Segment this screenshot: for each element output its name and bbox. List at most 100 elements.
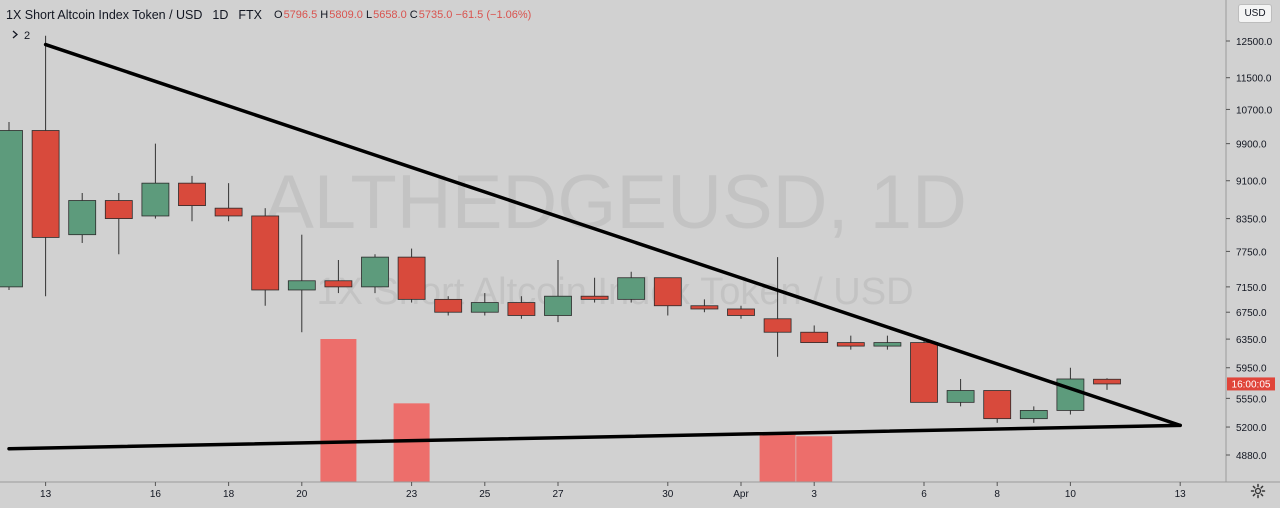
candle-body <box>1019 410 1048 420</box>
exchange: FTX <box>238 8 262 22</box>
time-tick-label: 13 <box>40 489 52 500</box>
candle <box>580 277 609 303</box>
candle <box>214 183 243 222</box>
volume-bars <box>320 339 833 482</box>
trendline[interactable] <box>43 42 1182 428</box>
candle <box>141 143 170 219</box>
watermark-ticker: ALTHEDGEUSD, 1D <box>263 160 967 245</box>
volume-bar <box>320 339 357 482</box>
candle <box>178 175 206 222</box>
trendlines[interactable] <box>7 42 1182 451</box>
symbol-name[interactable]: 1X Short Altcoin Index Token / USD <box>6 8 203 22</box>
price-tick-label: 7750.0 <box>1236 247 1267 258</box>
price-tick-label: 9900.0 <box>1236 140 1267 151</box>
candle-body <box>0 130 23 288</box>
open-value: 5796.5 <box>283 9 318 21</box>
candle <box>836 335 865 350</box>
candle-body <box>946 390 975 403</box>
candle-body <box>361 256 389 288</box>
candle <box>104 192 133 255</box>
candle-body <box>287 280 316 291</box>
indicator-toggle[interactable]: 2 <box>8 28 34 44</box>
candle-body <box>178 182 206 207</box>
time-tick-label: 8 <box>994 489 1000 500</box>
time-axis[interactable]: 13 16 18 20 23 25 27 30 Apr 3 6 8 10 13 <box>0 481 1280 500</box>
candle-body <box>617 277 646 300</box>
candle-body <box>653 277 682 307</box>
change-value: −61.5 (−1.06%) <box>455 9 532 21</box>
candle <box>544 260 572 323</box>
high-label: H <box>320 9 329 21</box>
candle <box>470 293 499 316</box>
time-tick-label: 10 <box>1065 489 1077 500</box>
indicator-count: 2 <box>24 30 31 42</box>
candle-body <box>397 256 426 300</box>
candle <box>68 192 97 243</box>
candle-body <box>910 342 938 403</box>
price-tick-label: 10700.0 <box>1236 105 1273 116</box>
candle-body <box>800 331 829 343</box>
candle-body <box>836 342 865 347</box>
time-tick-label: 18 <box>223 489 235 500</box>
time-tick-label: Apr <box>733 489 749 500</box>
candle-body <box>141 182 170 217</box>
price-tick-label: 4880.0 <box>1236 451 1267 462</box>
watermark: ALTHEDGEUSD, 1D 1X Short Altcoin Index T… <box>263 160 967 313</box>
close-label: C <box>409 9 418 21</box>
price-tick-label: 9100.0 <box>1236 177 1267 188</box>
volume-bar <box>796 436 833 482</box>
time-tick-label: 16 <box>150 489 162 500</box>
candle-body <box>104 200 133 219</box>
currency-button[interactable]: USD <box>1238 4 1272 23</box>
price-tick-label: 7150.0 <box>1236 283 1267 294</box>
last-price-marker: 16:00:05 <box>1227 377 1275 391</box>
price-tick-label: 6750.0 <box>1236 308 1267 319</box>
open-label: O <box>274 9 283 21</box>
candle <box>287 234 316 333</box>
ohlc-values: O5796.5 H5809.0 L5658.0 C5735.0 −61.5 (−… <box>274 9 531 21</box>
candles <box>0 35 1121 423</box>
candle-body <box>983 390 1012 420</box>
candle-body <box>1093 378 1121 385</box>
candle <box>946 378 975 407</box>
candle <box>727 305 755 319</box>
time-tick-label: 13 <box>1175 489 1187 500</box>
candle-body <box>31 130 60 238</box>
price-tick-label: 11500.0 <box>1236 74 1272 85</box>
time-tick-label: 3 <box>811 489 817 500</box>
candle-body <box>873 342 902 347</box>
volume-bar <box>759 434 796 482</box>
candle <box>0 121 23 290</box>
candle <box>31 35 60 297</box>
candle-body <box>251 215 280 291</box>
candle <box>763 257 792 357</box>
candle-body <box>214 207 243 217</box>
price-tick-label: 8350.0 <box>1236 215 1267 226</box>
price-tick-label: 5200.0 <box>1236 423 1267 434</box>
candle-body <box>544 295 572 316</box>
candle <box>397 248 426 303</box>
candle <box>434 296 463 316</box>
close-value: 5735.0 <box>418 9 453 21</box>
price-tick-label: 5950.0 <box>1236 364 1267 375</box>
candle-body <box>68 200 97 236</box>
interval[interactable]: 1D <box>212 8 229 22</box>
price-tick-label: 6350.0 <box>1236 335 1267 346</box>
candle-body <box>434 298 463 313</box>
candle <box>800 325 829 343</box>
candle <box>507 296 536 319</box>
time-tick-label: 6 <box>921 489 927 500</box>
candle-body <box>324 280 353 288</box>
high-value: 5809.0 <box>329 9 363 21</box>
candle-body <box>763 318 792 333</box>
gear-icon[interactable] <box>1250 483 1266 499</box>
time-tick-label: 27 <box>552 489 564 500</box>
candle-body <box>470 302 499 313</box>
trendline[interactable] <box>7 423 1182 451</box>
price-axis[interactable]: 4880.0 5200.0 5550.0 5950.0 6350.0 6750.0 7150… <box>1225 0 1273 482</box>
time-tick-label: 23 <box>406 489 418 500</box>
time-tick-label: 20 <box>296 489 308 500</box>
time-tick-label: 30 <box>662 489 674 500</box>
